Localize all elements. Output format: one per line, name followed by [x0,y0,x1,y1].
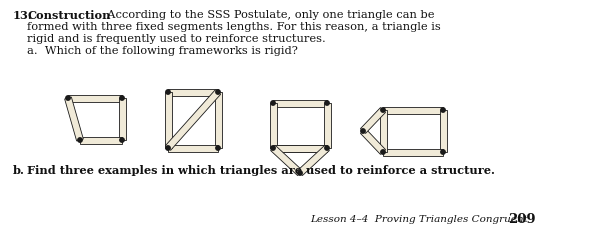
Circle shape [325,146,329,150]
Circle shape [78,138,82,142]
Polygon shape [168,144,218,152]
Polygon shape [361,129,386,154]
Circle shape [381,150,385,154]
Text: 13.: 13. [13,10,33,21]
Polygon shape [80,136,122,143]
Polygon shape [214,92,221,148]
Text: 209: 209 [508,213,536,226]
Circle shape [441,150,445,154]
Text: b.: b. [13,165,25,176]
Circle shape [166,146,170,150]
Circle shape [441,108,445,112]
Polygon shape [361,108,386,133]
Polygon shape [165,92,171,148]
Polygon shape [380,110,386,152]
Text: According to the SSS Postulate, only one triangle can be: According to the SSS Postulate, only one… [100,10,435,20]
Text: a.  Which of the following frameworks is rigid?: a. Which of the following frameworks is … [27,46,298,56]
Polygon shape [118,98,125,140]
Polygon shape [68,94,122,101]
Circle shape [325,101,329,105]
Circle shape [271,146,275,150]
Text: formed with three fixed segments lengths. For this reason, a triangle is: formed with three fixed segments lengths… [27,22,441,32]
Polygon shape [273,144,327,152]
Circle shape [271,101,275,105]
Polygon shape [383,106,443,114]
Circle shape [216,146,220,150]
Circle shape [361,129,365,133]
Polygon shape [273,144,327,152]
Polygon shape [64,97,84,141]
Text: rigid and is frequently used to reinforce structures.: rigid and is frequently used to reinforc… [27,34,326,44]
Polygon shape [165,90,221,150]
Circle shape [120,96,124,100]
Polygon shape [324,103,331,148]
Polygon shape [298,145,330,176]
Circle shape [120,138,124,142]
Polygon shape [270,145,302,176]
Polygon shape [273,100,327,106]
Polygon shape [439,110,447,152]
Circle shape [66,96,70,100]
Circle shape [166,90,170,94]
Circle shape [298,171,302,175]
Polygon shape [168,88,218,96]
Text: Find three examples in which triangles are used to reinforce a structure.: Find three examples in which triangles a… [27,165,495,176]
Polygon shape [269,103,276,148]
Text: Lesson 4–4  Proving Triangles Congruent: Lesson 4–4 Proving Triangles Congruent [310,215,528,224]
Circle shape [381,108,385,112]
Circle shape [216,90,220,94]
Polygon shape [383,148,443,156]
Text: Construction: Construction [27,10,110,21]
